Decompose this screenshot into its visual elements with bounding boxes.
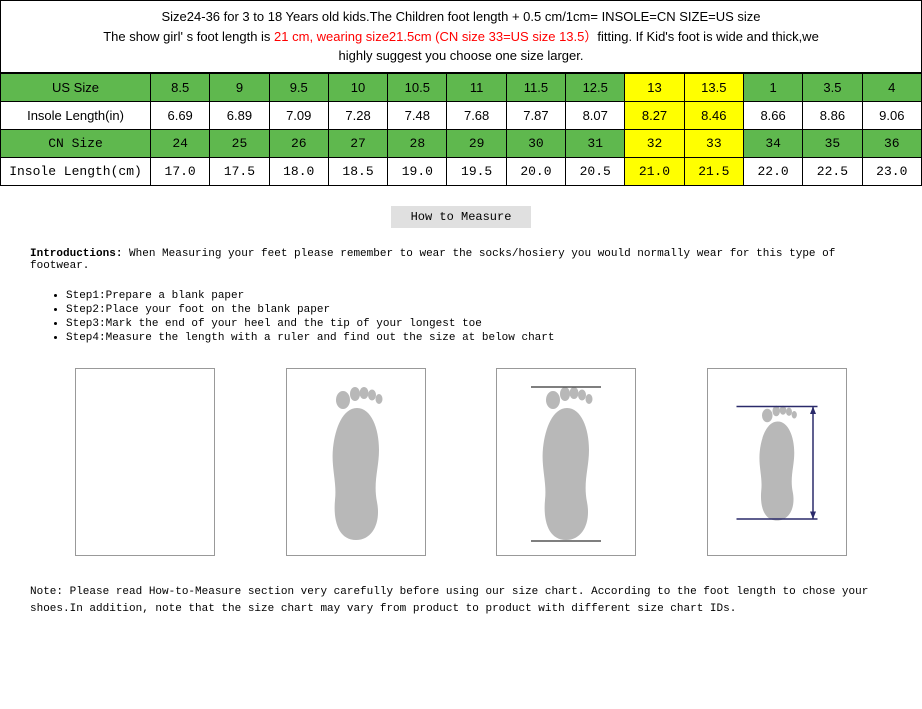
size-cell: 9 xyxy=(210,73,269,101)
size-cell: 20.0 xyxy=(506,157,565,185)
size-cell: 9.06 xyxy=(862,101,921,129)
foot-icon xyxy=(311,382,401,542)
size-cell: 8.46 xyxy=(684,101,743,129)
size-cell: 28 xyxy=(388,129,447,157)
measure-title: How to Measure xyxy=(391,206,531,228)
step3: Step3:Mark the end of your heel and the … xyxy=(66,318,892,330)
size-cell: 31 xyxy=(566,129,625,157)
size-cell: 25 xyxy=(210,129,269,157)
size-cell: 6.69 xyxy=(151,101,210,129)
size-cell: 27 xyxy=(328,129,387,157)
header-line1: Size24-36 for 3 to 18 Years old kids.The… xyxy=(161,9,760,24)
header-line3: highly suggest you choose one size large… xyxy=(339,48,584,63)
header-line2-highlight: 21 cm, wearing size21.5cm (CN size 33=US… xyxy=(274,29,597,44)
diagram-mark-ends xyxy=(496,368,636,556)
size-cell: 3.5 xyxy=(803,73,862,101)
size-cell: 11 xyxy=(447,73,506,101)
cn-size-label: CN Size xyxy=(1,129,151,157)
size-cell: 6.89 xyxy=(210,101,269,129)
foot-marks-icon xyxy=(521,382,611,542)
size-cell: 29 xyxy=(447,129,506,157)
intro-text: When Measuring your feet please remember… xyxy=(30,248,835,272)
measure-steps-list: Step1:Prepare a blank paper Step2:Place … xyxy=(30,290,892,344)
size-cell: 34 xyxy=(743,129,802,157)
size-cell: 11.5 xyxy=(506,73,565,101)
size-cell: 30 xyxy=(506,129,565,157)
size-cell: 8.27 xyxy=(625,101,684,129)
size-cell: 10.5 xyxy=(388,73,447,101)
size-cell: 13.5 xyxy=(684,73,743,101)
size-cell: 7.68 xyxy=(447,101,506,129)
size-cell: 24 xyxy=(151,129,210,157)
size-cell: 21.0 xyxy=(625,157,684,185)
us-size-label: US Size xyxy=(1,73,151,101)
size-cell: 23.0 xyxy=(862,157,921,185)
size-cell: 4 xyxy=(862,73,921,101)
size-cell: 9.5 xyxy=(269,73,328,101)
size-cell: 33 xyxy=(684,129,743,157)
step2: Step2:Place your foot on the blank paper xyxy=(66,304,892,316)
size-cell: 12.5 xyxy=(566,73,625,101)
size-cell: 8.07 xyxy=(566,101,625,129)
size-cell: 22.5 xyxy=(803,157,862,185)
size-cell: 8.66 xyxy=(743,101,802,129)
size-cell: 17.5 xyxy=(210,157,269,185)
insole-in-label: Insole Length(in) xyxy=(1,101,151,129)
intro-label: Introductions: xyxy=(30,248,122,260)
size-cell: 8.86 xyxy=(803,101,862,129)
size-cell: 19.5 xyxy=(447,157,506,185)
size-cell: 21.5 xyxy=(684,157,743,185)
measure-intro: Introductions: When Measuring your feet … xyxy=(30,248,892,272)
size-cell: 1 xyxy=(743,73,802,101)
insole-cm-label: Insole Length(cm) xyxy=(1,157,151,185)
size-cell: 36 xyxy=(862,129,921,157)
step4: Step4:Measure the length with a ruler an… xyxy=(66,332,892,344)
size-cell: 8.5 xyxy=(151,73,210,101)
size-cell: 13 xyxy=(625,73,684,101)
size-cell: 32 xyxy=(625,129,684,157)
size-cell: 18.5 xyxy=(328,157,387,185)
size-cell: 18.0 xyxy=(269,157,328,185)
size-chart-table: US Size8.599.51010.51111.512.51313.513.5… xyxy=(0,73,922,186)
size-cell: 20.5 xyxy=(566,157,625,185)
measure-diagrams xyxy=(30,368,892,556)
diagram-measure-length xyxy=(707,368,847,556)
size-cell: 7.48 xyxy=(388,101,447,129)
size-description-header: Size24-36 for 3 to 18 Years old kids.The… xyxy=(0,0,922,73)
size-cell: 7.09 xyxy=(269,101,328,129)
size-cell: 22.0 xyxy=(743,157,802,185)
size-cell: 7.28 xyxy=(328,101,387,129)
diagram-blank-paper xyxy=(75,368,215,556)
size-cell: 10 xyxy=(328,73,387,101)
size-cell: 26 xyxy=(269,129,328,157)
header-line2-pre: The show girl' s foot length is xyxy=(103,29,274,44)
header-line2-post: fitting. If Kid's foot is wide and thick… xyxy=(597,29,818,44)
how-to-measure-section: How to Measure Introductions: When Measu… xyxy=(0,186,922,639)
step1: Step1:Prepare a blank paper xyxy=(66,290,892,302)
diagram-foot-on-paper xyxy=(286,368,426,556)
size-cell: 35 xyxy=(803,129,862,157)
foot-measure-icon xyxy=(732,382,822,542)
measure-note: Note: Please read How-to-Measure section… xyxy=(30,584,892,619)
size-cell: 19.0 xyxy=(388,157,447,185)
size-cell: 7.87 xyxy=(506,101,565,129)
size-cell: 17.0 xyxy=(151,157,210,185)
